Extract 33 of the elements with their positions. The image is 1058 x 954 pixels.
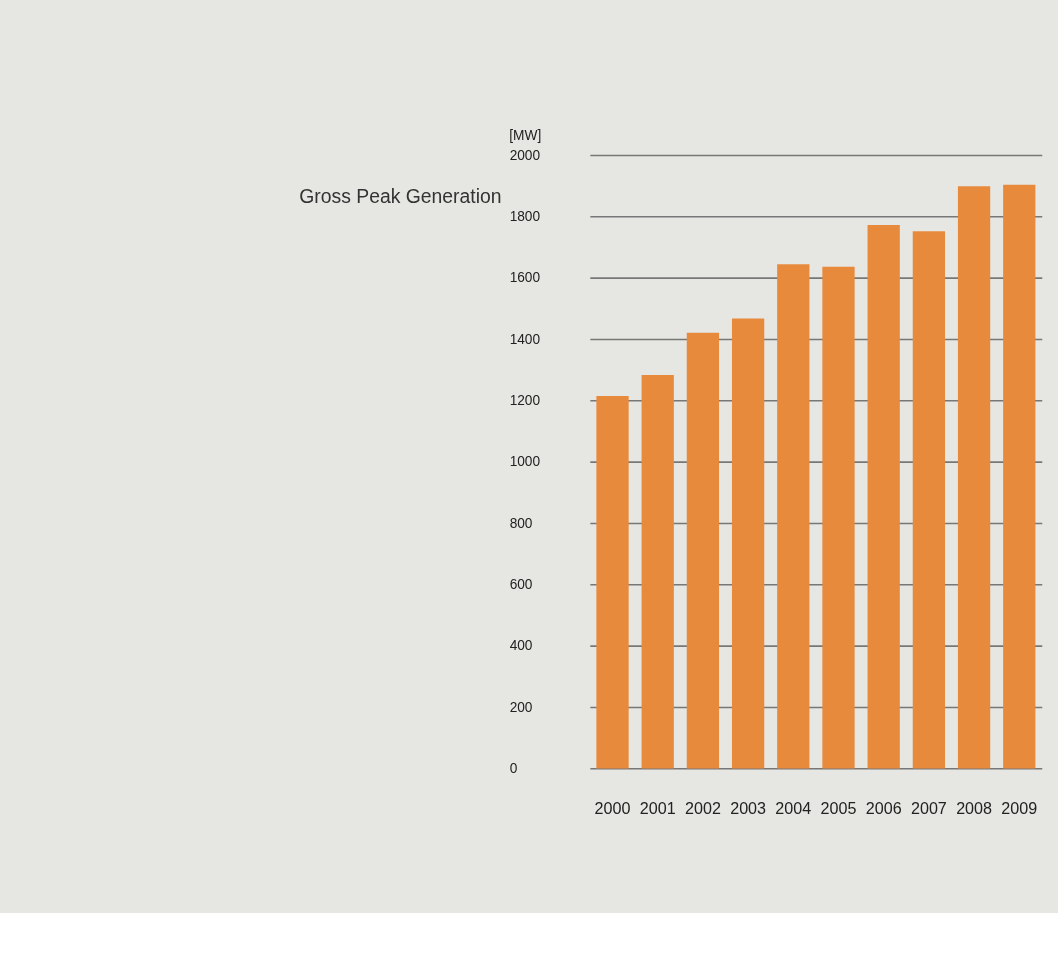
bar: [822, 266, 855, 769]
y-tick-label: 1200: [509, 392, 541, 408]
y-tick-label: 1000: [509, 454, 541, 470]
bar: [867, 225, 900, 769]
bar: [957, 186, 991, 769]
y-tick-label: 600: [509, 576, 533, 592]
x-tick-label: 2004: [775, 799, 812, 818]
bar: [641, 374, 674, 769]
y-tick-label: 1400: [509, 331, 541, 347]
text: [MW]: [509, 127, 542, 143]
bar: [1003, 184, 1036, 769]
y-axis-title: Gross Peak Generation: [299, 185, 502, 208]
bar: [912, 231, 946, 769]
bar: [596, 396, 629, 769]
x-tick-label: 2006: [865, 799, 902, 818]
x-tick-label: 2005: [820, 799, 857, 818]
bar: [731, 318, 765, 769]
y-tick-label: 1600: [509, 270, 541, 286]
y-tick-label: 400: [509, 638, 533, 654]
y-tick-label: 800: [509, 515, 533, 531]
y-tick-label: 0: [509, 760, 518, 776]
y-tick-label: 200: [509, 699, 533, 715]
y-tick-label: 2000: [509, 147, 541, 163]
x-tick-label: 2009: [1001, 799, 1038, 818]
x-tick-label: 2008: [956, 799, 993, 818]
x-tick-label: 2002: [684, 799, 721, 818]
x-tick-label: 2000: [594, 799, 631, 818]
bar: [777, 264, 810, 769]
x-tick-label: 2001: [639, 799, 676, 818]
x-tick-label: 2007: [910, 799, 947, 818]
bar: [686, 332, 720, 769]
x-tick-label: 2003: [730, 799, 767, 818]
y-tick-label: 1800: [509, 208, 541, 224]
